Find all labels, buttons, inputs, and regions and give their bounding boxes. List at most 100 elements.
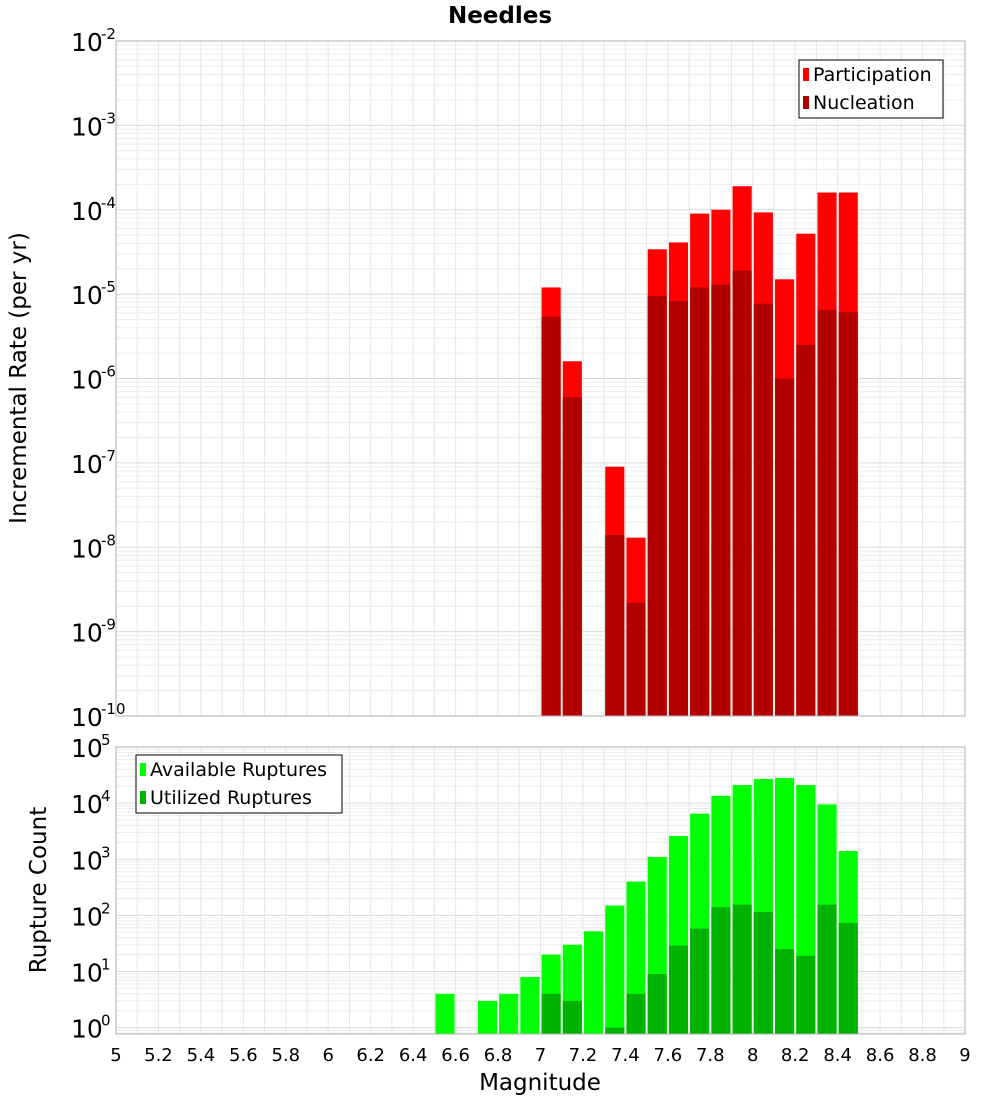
bottom-legend-label: Available Ruptures: [150, 759, 327, 781]
x-tick-labels: 5 5.2 5.4 5.6 5.8 6 6.2 6.4 6.6 6.8 7 7.2 7.4 7.6 7.8 8…: [110, 1045, 970, 1066]
top-y-tick-exponent: -2: [101, 25, 116, 43]
bottom-y-tick-label: 10: [71, 959, 103, 988]
bottom-bar-available-ruptures: [499, 993, 519, 1034]
x-tick-label: 6.8: [484, 1045, 513, 1066]
top-y-tick-exponent: -6: [101, 363, 116, 381]
top-y-tick-label: 10: [71, 366, 103, 395]
top-y-tick-label: 10: [71, 28, 103, 57]
top-y-tick-exponent: -10: [101, 700, 126, 718]
participation-nucleation-panel: 10-1010-910-810-710-610-510-410-310-2Par…: [71, 25, 966, 732]
top-y-tick-exponent: -3: [101, 109, 116, 127]
bottom-bar-available-ruptures: [584, 931, 604, 1034]
top-bar-nucleation: [541, 316, 561, 716]
top-y-tick-exponent: -9: [101, 616, 116, 634]
top-legend-label: Nucleation: [813, 92, 915, 114]
bottom-bar-utilized-ruptures: [626, 993, 646, 1034]
bottom-bar-utilized-ruptures: [711, 907, 731, 1034]
top-y-tick-exponent: -4: [101, 194, 116, 212]
x-tick-label: 7.4: [611, 1045, 640, 1066]
x-tick-label: 5.4: [187, 1045, 216, 1066]
chart-title: Needles: [448, 3, 552, 29]
bottom-bar-utilized-ruptures: [775, 949, 795, 1034]
bottom-legend-swatch: [140, 791, 146, 804]
top-bar-nucleation: [690, 287, 710, 716]
bottom-bar-utilized-ruptures: [647, 974, 667, 1034]
top-y-tick-label: 10: [71, 197, 103, 226]
x-tick-label: 6.4: [399, 1045, 428, 1066]
top-legend-label: Participation: [813, 64, 932, 86]
bottom-y-tick-exponent: 4: [101, 787, 111, 805]
bottom-y-tick-exponent: 1: [101, 956, 111, 974]
top-legend-box: [798, 59, 944, 119]
x-tick-label: 8: [747, 1045, 758, 1066]
x-tick-label: 6.2: [356, 1045, 385, 1066]
bottom-y-tick-exponent: 5: [101, 731, 111, 749]
top-y-tick-exponent: -7: [101, 447, 116, 465]
bottom-y-tick-label: 10: [71, 790, 103, 819]
x-tick-label: 8.6: [866, 1045, 895, 1066]
bottom-y-tick-label: 10: [71, 1015, 103, 1044]
bottom-legend-box: [135, 754, 343, 814]
bottom-bar-utilized-ruptures: [605, 1027, 625, 1034]
bottom-legend-label: Utilized Ruptures: [150, 787, 312, 809]
x-tick-label: 8.8: [908, 1045, 937, 1066]
bottom-bar-utilized-ruptures: [753, 911, 773, 1034]
top-legend-swatch: [803, 96, 809, 109]
top-bar-nucleation: [711, 284, 731, 716]
x-tick-label: 7.2: [569, 1045, 598, 1066]
top-y-tick-label: 10: [71, 534, 103, 563]
x-tick-label: 5.2: [144, 1045, 173, 1066]
bottom-bar-utilized-ruptures: [690, 928, 710, 1034]
x-tick-label: 7.8: [696, 1045, 725, 1066]
bottom-bar-available-ruptures: [477, 1000, 497, 1034]
top-bar-nucleation: [562, 397, 582, 716]
x-tick-label: 5.6: [229, 1045, 258, 1066]
top-bar-nucleation: [753, 303, 773, 716]
top-bar-nucleation: [732, 270, 752, 716]
bottom-bar-available-ruptures: [605, 905, 625, 1034]
bottom-bar-utilized-ruptures: [562, 1000, 582, 1034]
x-tick-label: 5.8: [271, 1045, 300, 1066]
bottom-plot-frame: [115, 746, 966, 1035]
bottom-y-tick-label: 10: [71, 902, 103, 931]
top-y-tick-exponent: -5: [101, 278, 116, 296]
bottom-bar-utilized-ruptures: [838, 923, 858, 1034]
top-bar-nucleation: [817, 309, 837, 716]
bottom-bar-available-ruptures: [520, 976, 540, 1034]
bottom-bar-utilized-ruptures: [668, 945, 689, 1034]
top-bar-nucleation: [796, 344, 816, 716]
top-y-tick-label: 10: [71, 703, 103, 732]
x-axis-label: Magnitude: [479, 1070, 601, 1096]
x-tick-label: 6: [323, 1045, 334, 1066]
top-bar-nucleation: [605, 534, 625, 716]
bottom-y-tick-label: 10: [71, 846, 103, 875]
x-tick-label: 8.4: [823, 1045, 852, 1066]
bottom-bar-utilized-ruptures: [732, 904, 752, 1034]
top-plot-frame: [115, 40, 966, 717]
bottom-y-axis-label: Rupture Count: [26, 807, 52, 973]
top-y-tick-label: 10: [71, 281, 103, 310]
x-tick-label: 8.2: [781, 1045, 810, 1066]
top-y-tick-exponent: -8: [101, 531, 116, 549]
bottom-bar-available-ruptures: [435, 993, 455, 1034]
x-tick-label: 7: [535, 1045, 546, 1066]
bottom-legend-swatch: [140, 763, 146, 776]
top-bar-nucleation: [647, 296, 667, 716]
bottom-y-tick-exponent: 3: [101, 843, 111, 861]
bottom-bar-utilized-ruptures: [541, 993, 561, 1034]
x-tick-label: 5: [110, 1045, 121, 1066]
top-legend-swatch: [803, 68, 809, 81]
bottom-bar-utilized-ruptures: [796, 955, 816, 1034]
top-bar-nucleation: [668, 300, 689, 716]
top-y-tick-label: 10: [71, 450, 103, 479]
top-bar-nucleation: [838, 312, 858, 716]
x-tick-label: 7.6: [654, 1045, 683, 1066]
x-tick-label: 9: [959, 1045, 970, 1066]
top-y-axis-label: Incremental Rate (per yr): [6, 232, 32, 524]
top-y-tick-label: 10: [71, 619, 103, 648]
bottom-y-tick-exponent: 2: [101, 899, 111, 917]
bottom-y-tick-exponent: 0: [101, 1012, 111, 1030]
top-bar-nucleation: [775, 378, 795, 716]
top-bar-nucleation: [626, 602, 646, 716]
